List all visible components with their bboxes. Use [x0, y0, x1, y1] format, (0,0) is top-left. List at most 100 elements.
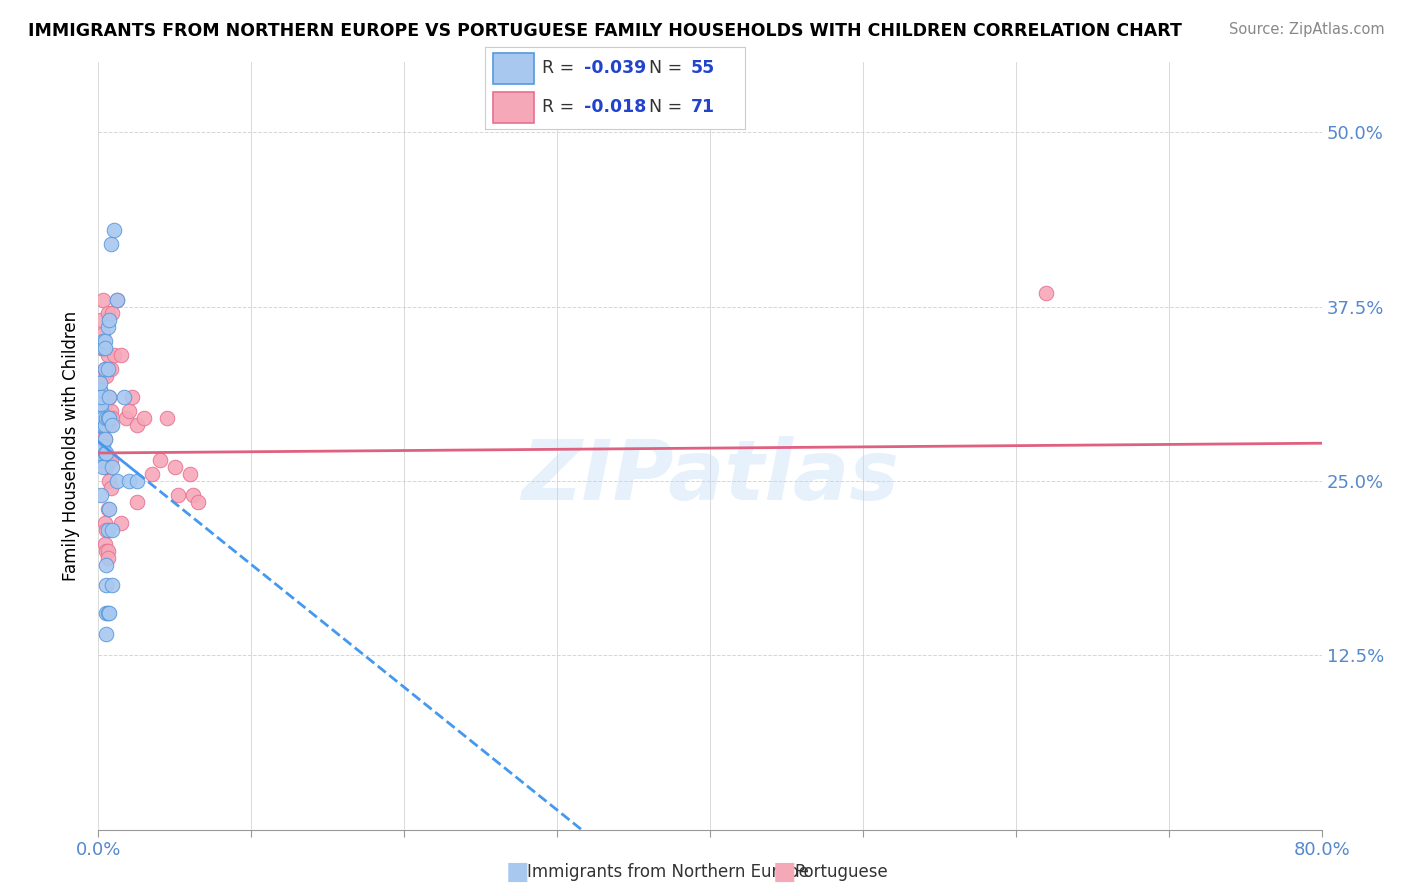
Point [103, 223, 125, 237]
Point [181, 488, 204, 502]
Point [1035, 285, 1057, 300]
Point [121, 390, 143, 404]
Point [89, 425, 111, 439]
Point [93, 536, 115, 550]
Point [101, 418, 124, 433]
Point [89, 397, 111, 411]
Point [94, 369, 117, 384]
Point [89, 411, 111, 425]
Point [89, 376, 111, 391]
Point [91, 293, 114, 307]
Point [89, 446, 111, 460]
Point [101, 411, 124, 425]
Point [101, 578, 124, 592]
Point [89, 418, 111, 433]
Point [93, 432, 115, 446]
Point [91, 369, 114, 384]
Point [97, 306, 120, 320]
Point [90, 342, 112, 356]
Point [93, 432, 115, 446]
Point [98, 474, 121, 488]
Point [105, 293, 128, 307]
Point [103, 348, 125, 362]
Point [97, 550, 120, 565]
Text: R =: R = [543, 98, 581, 116]
Point [89, 446, 111, 460]
Point [94, 558, 117, 572]
Point [101, 523, 124, 537]
Point [89, 411, 111, 425]
Point [97, 362, 120, 376]
Point [167, 488, 190, 502]
Point [97, 607, 120, 621]
Point [94, 607, 117, 621]
Text: 71: 71 [690, 98, 714, 116]
Point [105, 293, 128, 307]
Point [100, 481, 122, 495]
Text: ZIPatlas: ZIPatlas [522, 436, 898, 517]
Point [93, 411, 115, 425]
Point [91, 418, 114, 433]
Point [101, 459, 124, 474]
Point [110, 348, 132, 362]
Point [134, 411, 156, 425]
Point [93, 516, 115, 530]
Point [141, 467, 163, 481]
Text: 55: 55 [690, 59, 714, 78]
Point [149, 453, 172, 467]
Point [125, 495, 148, 509]
Text: IMMIGRANTS FROM NORTHERN EUROPE VS PORTUGUESE FAMILY HOUSEHOLDS WITH CHILDREN CO: IMMIGRANTS FROM NORTHERN EUROPE VS PORTU… [28, 22, 1182, 40]
FancyBboxPatch shape [494, 53, 534, 84]
Point [100, 404, 122, 418]
Point [125, 474, 148, 488]
Point [90, 453, 112, 467]
Point [97, 348, 120, 362]
Point [97, 320, 120, 334]
Point [94, 627, 117, 641]
Point [89, 383, 111, 397]
Text: R =: R = [543, 59, 581, 78]
Point [93, 362, 115, 376]
Point [90, 425, 112, 439]
Point [97, 453, 120, 467]
Point [91, 334, 114, 349]
Point [93, 342, 115, 356]
Point [91, 411, 114, 425]
Point [94, 390, 117, 404]
Point [90, 411, 112, 425]
Point [98, 418, 121, 433]
Point [100, 453, 122, 467]
Point [93, 418, 115, 433]
Point [98, 453, 121, 467]
Point [89, 404, 111, 418]
Point [156, 411, 179, 425]
Point [89, 390, 111, 404]
Point [89, 383, 111, 397]
Point [97, 543, 120, 558]
Point [93, 334, 115, 349]
Point [91, 446, 114, 460]
Point [90, 418, 112, 433]
Point [118, 404, 141, 418]
Point [110, 516, 132, 530]
Point [100, 362, 122, 376]
Point [98, 390, 121, 404]
Point [90, 446, 112, 460]
Point [125, 418, 148, 433]
Point [94, 543, 117, 558]
Point [98, 390, 121, 404]
Point [93, 446, 115, 460]
Text: N =: N = [650, 59, 688, 78]
Point [112, 390, 135, 404]
Point [91, 411, 114, 425]
Point [89, 390, 111, 404]
Point [105, 474, 128, 488]
Point [90, 397, 112, 411]
Point [98, 607, 121, 621]
Point [94, 446, 117, 460]
Point [98, 313, 121, 327]
Point [115, 411, 138, 425]
Point [163, 459, 186, 474]
Point [187, 495, 209, 509]
Point [90, 446, 112, 460]
